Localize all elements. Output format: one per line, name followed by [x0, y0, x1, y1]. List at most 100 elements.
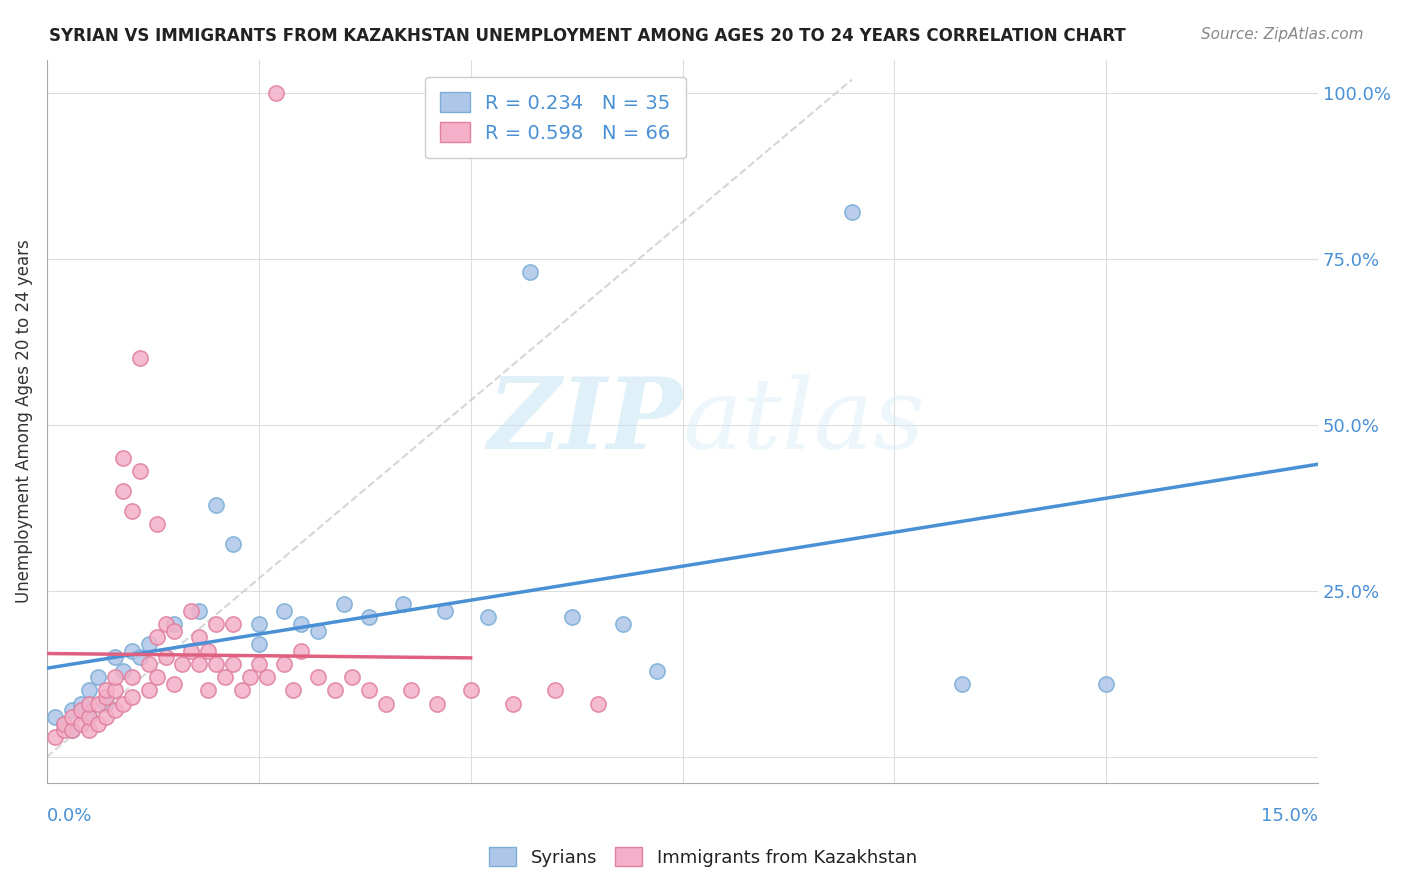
- Point: [52, 716, 75, 731]
- Point: [357, 683, 380, 698]
- Point: [273, 604, 295, 618]
- Point: [60, 723, 83, 738]
- Point: [222, 617, 245, 632]
- Text: ZIP: ZIP: [488, 373, 682, 470]
- Point: [1095, 677, 1118, 691]
- Point: [612, 617, 634, 632]
- Point: [96, 683, 118, 698]
- Point: [138, 637, 160, 651]
- Point: [112, 484, 135, 499]
- Point: [586, 697, 609, 711]
- Point: [205, 657, 228, 671]
- Point: [52, 716, 75, 731]
- Point: [332, 597, 354, 611]
- Point: [77, 710, 100, 724]
- Point: [205, 498, 228, 512]
- Point: [112, 697, 135, 711]
- Point: [60, 710, 83, 724]
- Point: [146, 670, 169, 684]
- Point: [69, 697, 91, 711]
- Point: [96, 690, 118, 704]
- Point: [180, 643, 202, 657]
- Text: 0.0%: 0.0%: [46, 806, 93, 825]
- Point: [104, 703, 127, 717]
- Point: [645, 664, 668, 678]
- Point: [60, 703, 83, 717]
- Point: [477, 610, 499, 624]
- Point: [950, 677, 973, 691]
- Point: [138, 657, 160, 671]
- Point: [281, 683, 304, 698]
- Point: [52, 723, 75, 738]
- Point: [87, 670, 110, 684]
- Point: [112, 664, 135, 678]
- Point: [188, 604, 211, 618]
- Point: [146, 630, 169, 644]
- Point: [188, 657, 211, 671]
- Point: [121, 504, 143, 518]
- Point: [205, 617, 228, 632]
- Text: atlas: atlas: [682, 374, 925, 469]
- Point: [247, 617, 270, 632]
- Text: 15.0%: 15.0%: [1261, 806, 1319, 825]
- Point: [307, 624, 329, 638]
- Point: [96, 697, 118, 711]
- Point: [374, 697, 396, 711]
- Point: [129, 351, 152, 366]
- Point: [247, 657, 270, 671]
- Point: [197, 683, 219, 698]
- Point: [256, 670, 278, 684]
- Point: [121, 643, 143, 657]
- Point: [163, 677, 186, 691]
- Point: [172, 657, 194, 671]
- Point: [77, 697, 100, 711]
- Legend: R = 0.234   N = 35, R = 0.598   N = 66: R = 0.234 N = 35, R = 0.598 N = 66: [425, 77, 686, 159]
- Point: [239, 670, 262, 684]
- Point: [44, 730, 66, 744]
- Point: [222, 537, 245, 551]
- Point: [77, 683, 100, 698]
- Point: [104, 650, 127, 665]
- Point: [112, 450, 135, 465]
- Point: [60, 723, 83, 738]
- Point: [69, 703, 91, 717]
- Point: [104, 683, 127, 698]
- Point: [392, 597, 415, 611]
- Point: [104, 670, 127, 684]
- Y-axis label: Unemployment Among Ages 20 to 24 years: Unemployment Among Ages 20 to 24 years: [15, 240, 32, 603]
- Point: [214, 670, 236, 684]
- Point: [323, 683, 346, 698]
- Point: [197, 643, 219, 657]
- Point: [247, 637, 270, 651]
- Point: [163, 617, 186, 632]
- Point: [290, 617, 312, 632]
- Point: [44, 710, 66, 724]
- Point: [307, 670, 329, 684]
- Point: [460, 683, 482, 698]
- Point: [264, 86, 287, 100]
- Point: [77, 710, 100, 724]
- Point: [69, 716, 91, 731]
- Point: [273, 657, 295, 671]
- Point: [841, 205, 863, 219]
- Point: [87, 697, 110, 711]
- Point: [77, 723, 100, 738]
- Point: [87, 716, 110, 731]
- Text: SYRIAN VS IMMIGRANTS FROM KAZAKHSTAN UNEMPLOYMENT AMONG AGES 20 TO 24 YEARS CORR: SYRIAN VS IMMIGRANTS FROM KAZAKHSTAN UNE…: [49, 27, 1126, 45]
- Point: [426, 697, 449, 711]
- Point: [434, 604, 457, 618]
- Point: [155, 617, 177, 632]
- Point: [340, 670, 363, 684]
- Point: [121, 690, 143, 704]
- Point: [129, 464, 152, 478]
- Point: [231, 683, 253, 698]
- Point: [163, 624, 186, 638]
- Point: [129, 650, 152, 665]
- Point: [146, 517, 169, 532]
- Point: [180, 604, 202, 618]
- Point: [357, 610, 380, 624]
- Point: [121, 670, 143, 684]
- Point: [96, 710, 118, 724]
- Text: Source: ZipAtlas.com: Source: ZipAtlas.com: [1201, 27, 1364, 42]
- Point: [544, 683, 567, 698]
